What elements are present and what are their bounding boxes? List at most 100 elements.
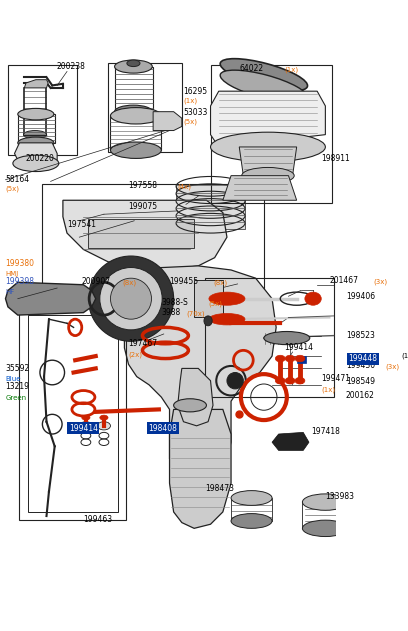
Text: 3988-S: 3988-S bbox=[161, 298, 188, 307]
Text: Blue: Blue bbox=[5, 375, 21, 382]
Ellipse shape bbox=[174, 399, 206, 412]
Text: 133983: 133983 bbox=[325, 492, 355, 501]
Text: (5x): (5x) bbox=[184, 118, 197, 125]
Polygon shape bbox=[223, 175, 297, 200]
Polygon shape bbox=[211, 91, 325, 147]
Ellipse shape bbox=[209, 314, 245, 325]
Text: 199471: 199471 bbox=[321, 374, 350, 383]
Text: 201467: 201467 bbox=[330, 276, 359, 285]
Text: 198473: 198473 bbox=[205, 484, 234, 493]
Bar bbox=[297, 356, 306, 363]
Polygon shape bbox=[178, 369, 213, 426]
Ellipse shape bbox=[220, 70, 308, 102]
Text: 13219: 13219 bbox=[5, 382, 29, 391]
Polygon shape bbox=[272, 432, 309, 451]
Text: 197558: 197558 bbox=[129, 180, 157, 189]
Text: 197541: 197541 bbox=[67, 220, 96, 229]
Bar bbox=[111, 115, 161, 150]
Ellipse shape bbox=[231, 514, 272, 528]
Text: (4x): (4x) bbox=[178, 183, 192, 189]
Text: 199414: 199414 bbox=[284, 343, 313, 352]
Polygon shape bbox=[239, 147, 297, 175]
Ellipse shape bbox=[227, 372, 243, 389]
Bar bbox=[302, 502, 348, 528]
Text: 199455: 199455 bbox=[170, 278, 199, 286]
Ellipse shape bbox=[100, 268, 162, 330]
Text: (8x): (8x) bbox=[123, 280, 137, 286]
Text: (1): (1) bbox=[401, 352, 408, 358]
Text: HMJ: HMJ bbox=[5, 271, 19, 276]
Ellipse shape bbox=[24, 131, 47, 139]
Ellipse shape bbox=[220, 59, 308, 91]
Text: 200907: 200907 bbox=[82, 278, 111, 286]
Ellipse shape bbox=[295, 355, 305, 362]
Text: 199430: 199430 bbox=[346, 361, 375, 370]
Text: (1x): (1x) bbox=[184, 98, 197, 104]
Ellipse shape bbox=[111, 278, 151, 319]
Text: HF: HF bbox=[5, 288, 15, 295]
Ellipse shape bbox=[231, 491, 272, 505]
Ellipse shape bbox=[285, 355, 295, 362]
Text: 197467: 197467 bbox=[129, 339, 157, 348]
Bar bbox=[20, 307, 126, 520]
Text: 64022: 64022 bbox=[239, 64, 264, 73]
Ellipse shape bbox=[100, 415, 108, 420]
Bar bbox=[42, 184, 264, 295]
Bar bbox=[8, 65, 77, 155]
Bar bbox=[108, 63, 182, 152]
Bar bbox=[87, 219, 194, 248]
Ellipse shape bbox=[302, 520, 348, 536]
Ellipse shape bbox=[13, 155, 59, 172]
Polygon shape bbox=[124, 266, 276, 475]
Polygon shape bbox=[153, 112, 182, 131]
Ellipse shape bbox=[275, 355, 285, 362]
Bar bbox=[28, 315, 118, 512]
Polygon shape bbox=[5, 282, 96, 315]
Polygon shape bbox=[24, 80, 48, 88]
Text: (1x): (1x) bbox=[284, 67, 299, 73]
Text: 200220: 200220 bbox=[26, 155, 54, 163]
Ellipse shape bbox=[264, 331, 310, 345]
Ellipse shape bbox=[111, 107, 161, 124]
Ellipse shape bbox=[285, 377, 295, 384]
Text: 16295: 16295 bbox=[184, 87, 208, 96]
Text: 58164: 58164 bbox=[5, 175, 30, 184]
Ellipse shape bbox=[18, 109, 54, 120]
Text: 199414: 199414 bbox=[69, 424, 98, 433]
Text: 198549: 198549 bbox=[346, 377, 375, 386]
Bar bbox=[115, 66, 153, 112]
Ellipse shape bbox=[18, 137, 54, 148]
Text: 35592: 35592 bbox=[5, 363, 30, 372]
Text: 199448: 199448 bbox=[348, 354, 377, 363]
Ellipse shape bbox=[305, 292, 321, 305]
Text: (1x): (1x) bbox=[321, 387, 335, 393]
Bar bbox=[194, 280, 223, 317]
Text: 198523: 198523 bbox=[346, 331, 375, 339]
Text: 199380: 199380 bbox=[5, 259, 35, 268]
Ellipse shape bbox=[79, 422, 93, 430]
Polygon shape bbox=[170, 410, 231, 528]
Ellipse shape bbox=[242, 167, 294, 184]
Ellipse shape bbox=[111, 142, 161, 158]
Text: (8x): (8x) bbox=[213, 280, 227, 286]
Text: 3988: 3988 bbox=[161, 308, 181, 317]
Text: (3x): (3x) bbox=[373, 278, 387, 285]
Text: 200162: 200162 bbox=[346, 391, 375, 399]
Bar bbox=[205, 278, 334, 397]
Text: (70x): (70x) bbox=[186, 310, 204, 317]
Ellipse shape bbox=[209, 292, 245, 305]
Ellipse shape bbox=[211, 132, 325, 162]
Text: (2x): (2x) bbox=[129, 351, 142, 358]
Ellipse shape bbox=[295, 377, 305, 384]
Text: 199398: 199398 bbox=[5, 278, 35, 286]
Text: (5x): (5x) bbox=[5, 186, 20, 192]
Text: 198408: 198408 bbox=[149, 424, 177, 433]
Text: 198911: 198911 bbox=[321, 155, 350, 163]
Bar bbox=[18, 114, 55, 143]
Ellipse shape bbox=[98, 422, 111, 430]
Ellipse shape bbox=[275, 377, 285, 384]
Polygon shape bbox=[63, 200, 227, 270]
Ellipse shape bbox=[204, 316, 212, 326]
Ellipse shape bbox=[115, 105, 152, 118]
Ellipse shape bbox=[127, 60, 140, 66]
